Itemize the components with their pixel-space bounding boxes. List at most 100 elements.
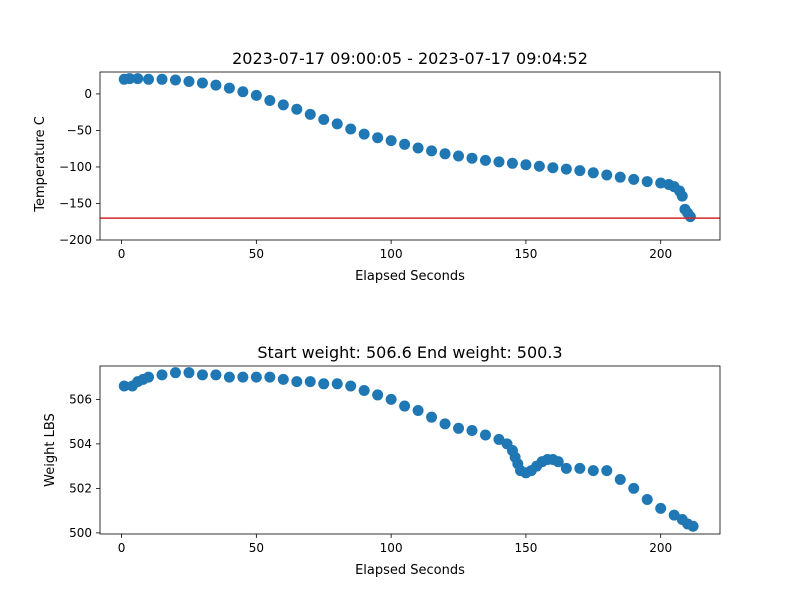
weight-data-point [210,369,222,381]
temperature-data-point [250,89,262,101]
temperature-data-point [183,76,195,87]
temperature-plot-area: 0 50 100 150 200 0 −50 −100 −150 −200 [59,71,721,261]
temperature-data-point [628,173,640,185]
weight-y-tick-label: 504 [69,437,92,451]
temperature-data-point [684,211,696,223]
temperature-data-point [291,103,303,115]
weight-data-point [560,462,572,474]
weight-x-tick-label: 200 [649,541,672,555]
weight-plot-area: 0 50 100 150 200 500 502 504 506 [69,365,721,555]
weight-data-point [641,494,653,506]
weight-x-tick-label: 100 [380,541,403,555]
weight-x-tick-label: 50 [249,541,264,555]
weight-data-layer [118,367,699,532]
temperature-data-point [399,138,411,150]
weight-data-point [493,433,505,445]
temperature-data-point [132,73,144,85]
weight-data-point [466,425,478,437]
weight-data-point [264,371,276,383]
weight-axes-frame [99,365,721,535]
weight-data-point [372,389,384,401]
temperature-data-point [412,142,424,154]
weight-data-point [250,371,262,383]
temperature-x-tick-label: 150 [514,247,537,261]
weight-data-point [118,380,130,392]
temperature-data-point [493,156,505,168]
temperature-data-point [385,135,397,147]
weight-data-point [687,520,699,532]
weight-data-point [304,376,316,388]
weight-subplot: Start weight: 506.6 End weight: 500.3 0 5… [43,343,721,578]
temperature-data-point [156,73,168,85]
temperature-data-point [358,128,370,140]
temperature-y-tick-label: −50 [67,123,92,137]
temperature-data-point [345,123,357,135]
temperature-data-point [479,154,491,166]
temperature-data-point [439,148,451,160]
weight-data-point [345,380,357,392]
weight-data-point [291,376,303,388]
temperature-data-point [560,163,572,175]
weight-data-point [601,465,613,477]
temperature-y-tick-label: 0 [84,87,92,101]
weight-data-point [358,384,370,396]
temperature-x-tick-label: 0 [118,247,126,261]
weight-data-point [156,369,168,381]
weight-data-point [479,429,491,441]
weight-data-point [385,393,397,405]
weight-data-point [552,456,564,468]
temperature-data-point [466,152,478,164]
weight-data-point [614,473,626,485]
weight-data-point [412,405,424,416]
weight-data-point [399,400,411,412]
weight-y-tick-label: 502 [69,481,92,495]
temperature-data-point [533,160,545,172]
temperature-y-tick-label: −100 [59,160,92,174]
temperature-data-point [304,108,316,120]
temperature-data-point [614,171,626,183]
weight-data-point [587,465,599,477]
temperature-data-point [641,176,653,188]
weight-x-tick-label: 0 [118,541,126,555]
weight-chart-title: Start weight: 506.6 End weight: 500.3 [257,343,562,362]
weight-data-point [318,378,330,390]
temperature-x-tick-label: 200 [649,247,672,261]
temperature-data-point [277,99,289,111]
weight-data-point [655,502,667,514]
temperature-x-tick-label: 50 [249,247,264,261]
temperature-data-point [237,86,249,98]
weight-data-point [668,509,680,521]
temperature-data-point [587,167,599,179]
weight-data-point [223,371,235,383]
temperature-data-point [264,94,276,106]
temperature-x-tick-label: 100 [380,247,403,261]
temperature-y-tick-label: −150 [59,196,92,210]
temperature-data-point [318,113,330,125]
weight-data-point [628,482,640,494]
temperature-data-point [210,79,222,91]
temperature-data-point [169,74,181,86]
temperature-x-axis-label: Elapsed Seconds [355,269,465,284]
temperature-data-layer [100,73,720,223]
weight-data-point [453,422,465,434]
weight-y-tick-label: 500 [69,526,92,540]
weight-data-point [183,367,195,379]
weight-x-axis-label: Elapsed Seconds [355,563,465,578]
temperature-data-point [331,118,343,130]
temperature-data-point [426,145,438,157]
temperature-data-point [547,162,559,174]
weight-data-point [574,462,586,474]
weight-data-point [143,371,155,383]
weight-y-axis-label: Weight LBS [43,413,58,487]
temperature-axes-frame [99,71,721,241]
temperature-data-point [372,132,384,144]
weight-data-point [196,369,208,381]
temperature-data-point [453,150,465,162]
temperature-subplot: 2023-07-17 09:00:05 - 2023-07-17 09:04:5… [33,49,721,284]
temperature-data-point [574,165,586,177]
weight-data-point [237,371,249,383]
temperature-data-point [601,169,613,181]
weight-data-point [331,378,343,390]
temperature-data-point [506,157,518,169]
